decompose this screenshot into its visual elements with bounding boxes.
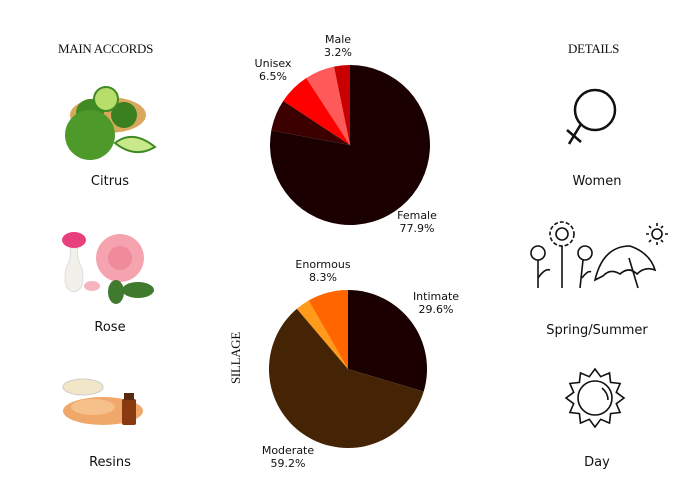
slice-name: Intimate <box>412 290 460 303</box>
slice-value: 8.3% <box>309 271 337 284</box>
slice-name: Enormous <box>295 258 351 271</box>
detail-label-women: Women <box>572 174 622 189</box>
slice-label-unisex: Unisex 6.5% <box>252 57 294 83</box>
pie-slice-unlabeled-3 <box>306 66 350 145</box>
accord-label-rose: Rose <box>94 320 126 335</box>
sun-icon <box>564 367 626 429</box>
main-accords-heading: MAIN ACCORDS <box>58 41 154 56</box>
slice-label-female: Female 77.9% <box>394 209 440 235</box>
slice-name: Male <box>324 33 352 46</box>
slice-name: Female <box>397 209 437 222</box>
pie-slice-unlabeled-1 <box>271 100 350 145</box>
slice-label-moderate: Moderate 59.2% <box>258 444 318 470</box>
accord-label-resins: Resins <box>89 455 131 470</box>
resins-image <box>62 378 143 425</box>
slice-value: 29.6% <box>418 303 454 316</box>
sillage-title: SILLAGE <box>228 331 243 385</box>
slice-value: 6.5% <box>259 70 287 83</box>
accord-label-citrus: Citrus <box>90 174 130 189</box>
detail-label-spring-summer: Spring/Summer <box>546 323 648 338</box>
slice-label-male: Male 3.2% <box>318 33 358 59</box>
slice-label-enormous: Enormous 8.3% <box>290 258 356 284</box>
bergamot-image <box>65 86 157 160</box>
pie-slice-female <box>269 65 430 226</box>
slice-label-intimate: Intimate 29.6% <box>410 290 462 316</box>
female-symbol-icon <box>566 88 617 145</box>
pie-slice-enormous <box>308 290 348 369</box>
pie-slice-male <box>334 65 350 145</box>
slice-value: 3.2% <box>324 46 352 59</box>
detail-label-day: Day <box>584 455 610 470</box>
pie-slice-intimate <box>348 290 427 392</box>
details-heading: DETAILS <box>568 41 620 56</box>
slice-name: Unisex <box>254 57 292 70</box>
slice-value: 77.9% <box>399 222 435 235</box>
pie-slice-moderate <box>269 308 424 448</box>
flowers-umbrella-icon <box>530 221 668 289</box>
rose-image <box>62 232 154 304</box>
pie-slice-unisex <box>283 77 350 145</box>
pie-slice-unlabeled-2 <box>296 300 348 369</box>
slice-value: 59.2% <box>270 457 306 470</box>
slice-name: Moderate <box>261 444 315 457</box>
